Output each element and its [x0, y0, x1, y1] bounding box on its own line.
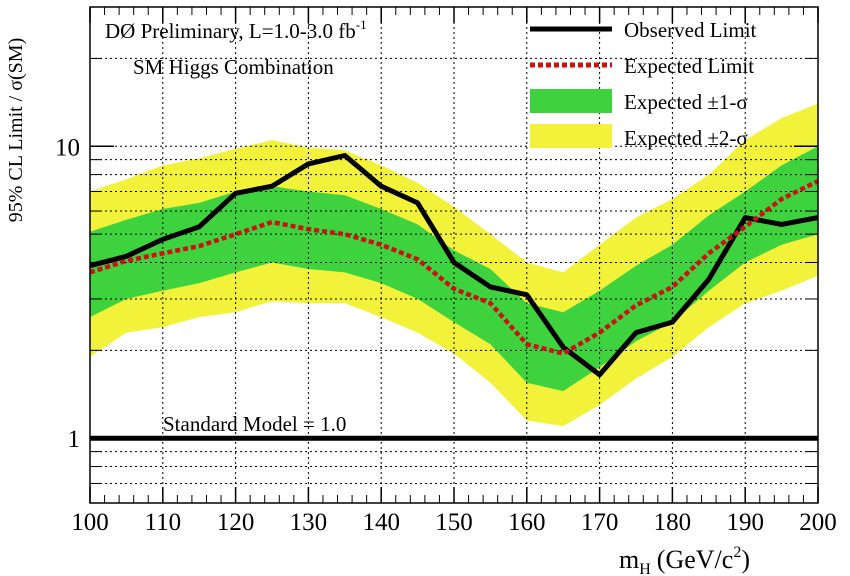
- legend: Observed Limit Expected Limit Expected ±…: [530, 18, 757, 150]
- series-layer: [89, 153, 819, 441]
- x-tick-label: 180: [654, 509, 692, 536]
- annotation-title: DØ Preliminary, L=1.0-3.0 fb-1: [105, 17, 367, 43]
- y-tick-label: 1: [68, 426, 81, 453]
- x-tick-label: 170: [581, 509, 619, 536]
- x-tick-label: 190: [726, 509, 764, 536]
- x-tick-label: 110: [145, 509, 182, 536]
- legend-swatch-band-1sigma: [530, 89, 612, 113]
- y-tick-label: 10: [55, 134, 80, 161]
- x-tick-label: 150: [435, 509, 473, 536]
- x-tick-label: 130: [290, 509, 328, 536]
- reference-line-label: Standard Model = 1.0: [163, 412, 346, 436]
- legend-label-expected: Expected Limit: [624, 54, 754, 78]
- legend-label-observed: Observed Limit: [624, 18, 757, 42]
- x-tick-label: 120: [217, 509, 255, 536]
- plot-frame: [89, 6, 819, 504]
- y-axis-title: 95% CL Limit / σ(SM): [5, 38, 27, 222]
- x-tick-label: 140: [362, 509, 400, 536]
- x-axis-title: mH (GeV/c2): [619, 544, 750, 576]
- legend-label-band-2sigma: Expected ±2-σ: [624, 126, 748, 150]
- x-tick-label: 100: [71, 509, 109, 536]
- series-observed-line: [89, 153, 819, 378]
- legend-label-band-1sigma: Expected ±1-σ: [624, 90, 748, 114]
- annotation-subtitle: SM Higgs Combination: [133, 55, 334, 79]
- x-tick-label: 200: [799, 509, 837, 536]
- legend-swatch-band-2sigma: [530, 124, 612, 148]
- x-tick-label: 160: [508, 509, 546, 536]
- series-expected-line: [89, 179, 819, 356]
